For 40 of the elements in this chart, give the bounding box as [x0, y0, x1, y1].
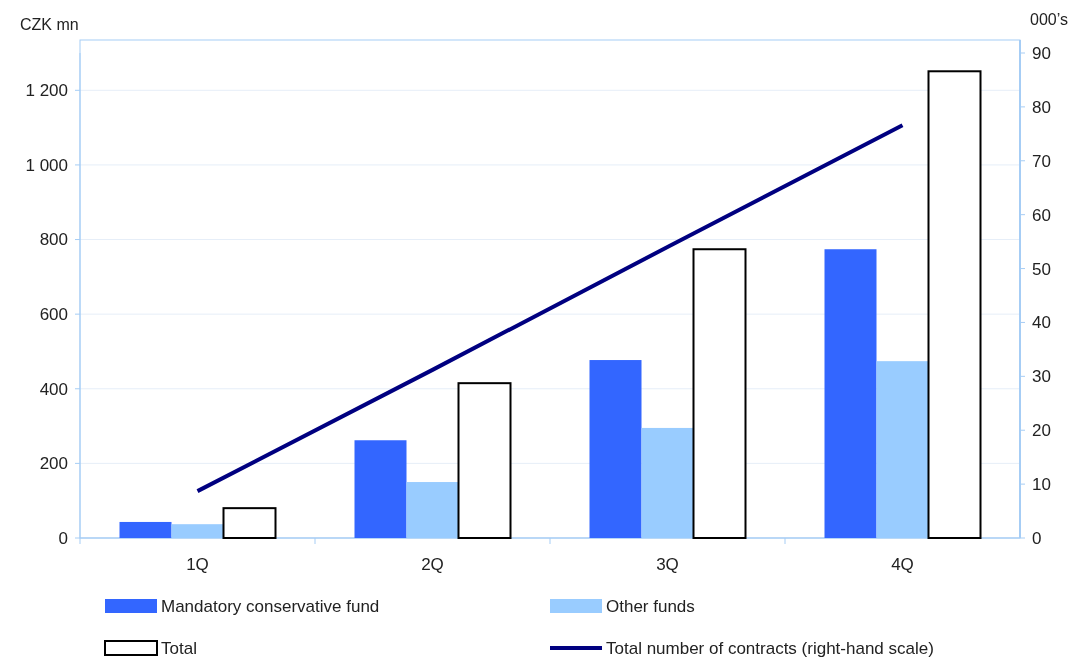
- y-tick-label: 1 200: [25, 81, 68, 101]
- bar: [692, 248, 747, 539]
- y2-tick-label: 20: [1032, 421, 1051, 441]
- line-series: [195, 123, 905, 494]
- y2-tick-label: 60: [1032, 205, 1051, 225]
- x-tick-label: 1Q: [186, 555, 209, 574]
- y-axis-title: CZK mn: [20, 16, 79, 33]
- y-tick-label: 0: [58, 528, 68, 548]
- bar: [222, 507, 277, 539]
- bar: [354, 440, 407, 538]
- legend-label: Total number of contracts (right-hand scale): [606, 639, 934, 657]
- bar: [406, 482, 459, 538]
- bar: [641, 427, 694, 538]
- y2-tick-label: 10: [1032, 475, 1051, 495]
- y-tick-label: 1 000: [25, 155, 68, 175]
- x-tick-label: 4Q: [891, 555, 914, 574]
- y2-tick-label: 90: [1032, 43, 1051, 63]
- y2-tick-label: 80: [1032, 97, 1051, 117]
- x-tick-label: 2Q: [421, 555, 444, 574]
- bar: [824, 249, 877, 538]
- y-tick-label: 400: [39, 379, 68, 399]
- bar: [119, 521, 172, 538]
- y-tick-label: 200: [39, 454, 68, 474]
- y2-tick-label: 70: [1032, 151, 1051, 171]
- y2-tick-label: 40: [1032, 313, 1051, 333]
- y2-tick-label: 30: [1032, 367, 1051, 387]
- legend-label: Mandatory conservative fund: [161, 597, 380, 616]
- y2-axis-title: 000’s: [1030, 11, 1068, 28]
- x-tick-label: 3Q: [656, 555, 679, 574]
- y-tick-label: 800: [39, 230, 68, 250]
- bar: [927, 70, 982, 539]
- bar: [876, 361, 929, 538]
- y-tick-label: 600: [39, 305, 68, 325]
- y2-tick-label: 0: [1032, 528, 1042, 548]
- legend-label: Other funds: [606, 597, 695, 616]
- y2-tick-label: 50: [1032, 259, 1051, 279]
- legend-label: Total: [161, 639, 197, 657]
- bar: [457, 382, 512, 539]
- bar: [171, 524, 224, 538]
- bar: [589, 360, 642, 538]
